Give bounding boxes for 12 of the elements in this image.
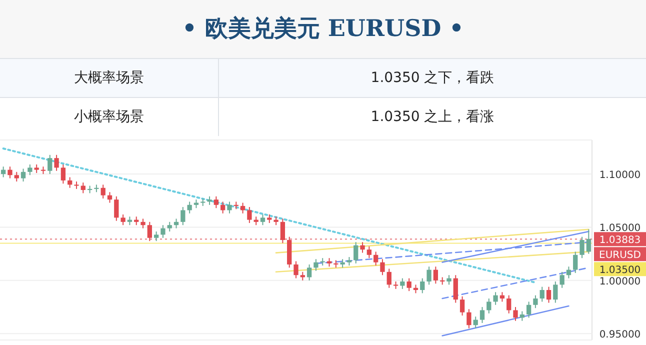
ref-line-label: 1.03500 (599, 265, 641, 276)
text: 1.0350 之下，看跌 (370, 69, 496, 88)
text: 大概率场景 (0, 59, 219, 97)
text: 小概率场景 (0, 98, 219, 136)
ref-line-label: 1.03883 (599, 235, 641, 246)
y-tick-label: 1.00000 (599, 276, 641, 288)
y-tick-label: 0.95000 (599, 330, 641, 341)
text: 1.0350 之上，看涨 (370, 108, 496, 127)
text: EURUSD (599, 250, 642, 262)
chart-title: • 欧美兑美元 EURUSD • (0, 0, 646, 58)
y-tick-label: 1.05000 (599, 223, 641, 234)
y-tick-label: 1.10000 (599, 170, 641, 182)
